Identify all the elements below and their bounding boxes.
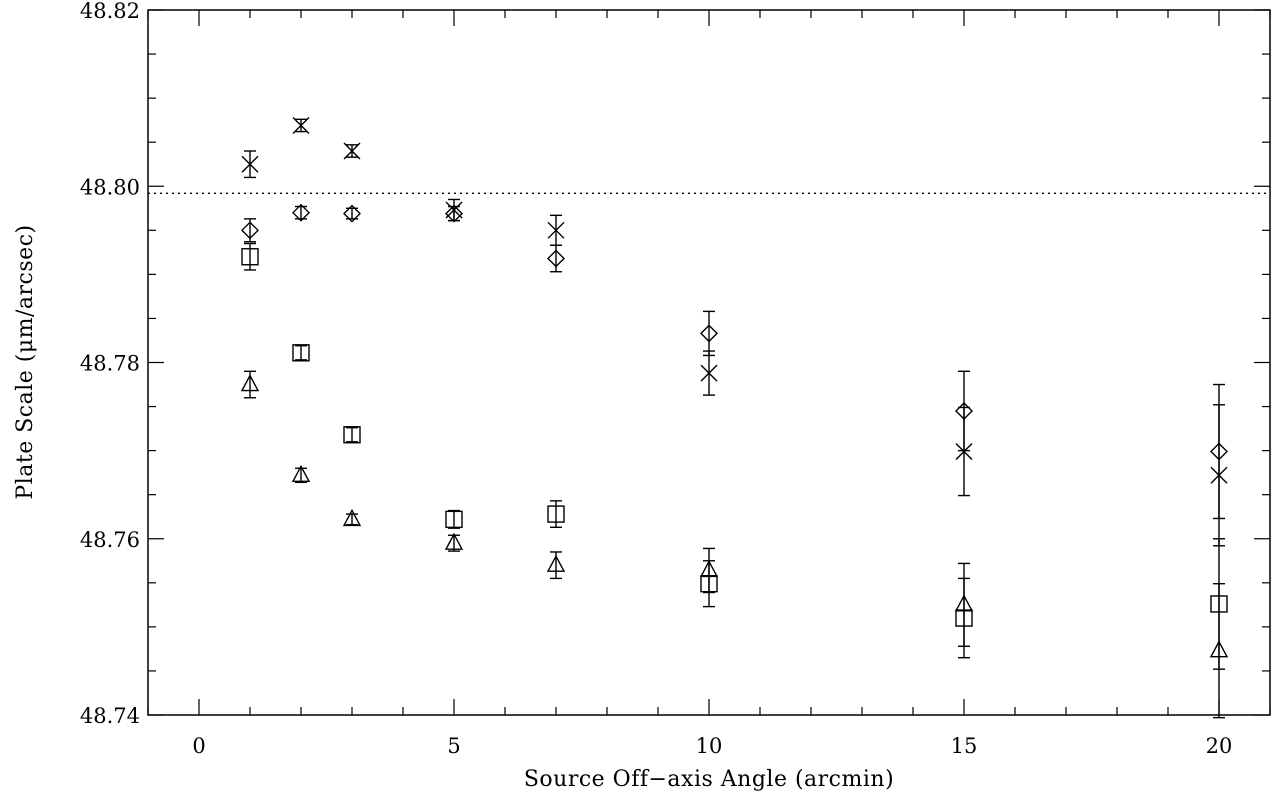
triangle-marker	[954, 594, 974, 612]
data-point-x	[547, 214, 565, 246]
data-point-triangle	[444, 532, 464, 552]
diamond-marker	[241, 221, 259, 240]
data-point-triangle	[954, 562, 974, 647]
x-marker	[241, 155, 259, 173]
diamond-marker	[700, 324, 718, 343]
data-point-triangle	[546, 551, 566, 580]
square-marker	[547, 505, 565, 523]
y-axis-label: Plate Scale (μm/arcsec)	[13, 224, 38, 499]
data-point-triangle	[699, 547, 719, 594]
x-marker	[547, 221, 565, 239]
data-point-square	[343, 426, 361, 444]
y-tick-label: 48.78	[80, 352, 140, 376]
data-point-triangle	[291, 464, 311, 484]
y-tick-label: 48.74	[80, 704, 140, 728]
x-marker	[700, 364, 718, 382]
data-point-square	[547, 500, 565, 528]
x-tick-label: 10	[696, 734, 723, 758]
x-tick-label: 5	[447, 734, 460, 758]
triangle-marker	[291, 464, 311, 482]
data-point-square	[241, 242, 259, 271]
square-marker	[445, 510, 463, 529]
axis-ticks	[147, 9, 1271, 716]
x-tick-label: 20	[1206, 734, 1233, 758]
x-tick-label: 15	[951, 734, 978, 758]
triangle-marker	[240, 374, 260, 392]
diamond-marker	[547, 249, 565, 268]
diamond-marker	[1210, 442, 1228, 461]
square-marker	[292, 344, 310, 362]
triangle-marker	[546, 554, 566, 572]
data-point-diamond	[241, 218, 259, 243]
data-point-diamond	[1210, 383, 1228, 520]
x-marker	[955, 443, 973, 461]
data-point-diamond	[547, 244, 565, 273]
data-point-square	[445, 509, 463, 529]
diamond-marker	[343, 204, 361, 223]
data-point-x	[700, 350, 718, 396]
triangle-marker	[699, 559, 719, 578]
x-tick-labels: 0 5 10 15 20	[192, 734, 1232, 758]
y-tick-label: 48.76	[80, 528, 140, 552]
x-tick-label: 0	[192, 734, 205, 758]
square-marker	[343, 426, 361, 444]
data-point-triangle	[240, 370, 260, 399]
data-point-x	[241, 150, 259, 179]
x-marker	[292, 116, 310, 134]
data-point-x	[292, 116, 310, 134]
diamond-marker	[955, 401, 973, 420]
data-point-diamond	[445, 204, 463, 223]
data-point-diamond	[292, 203, 310, 222]
data-point-diamond	[343, 204, 361, 223]
square-marker	[241, 248, 259, 266]
diamond-marker	[292, 203, 310, 222]
diamond-marker	[445, 204, 463, 223]
data-point-diamond	[700, 310, 718, 357]
data-point-triangle	[342, 508, 362, 527]
data-point-triangle	[1209, 582, 1229, 719]
triangle-marker	[444, 532, 464, 550]
data-point-square	[292, 344, 310, 362]
triangle-marker	[1209, 640, 1229, 658]
data-point-x	[343, 142, 361, 160]
y-tick-label: 48.82	[80, 0, 140, 23]
data-points	[240, 116, 1229, 719]
y-tick-label: 48.80	[80, 175, 140, 199]
y-tick-labels: 48.74 48.76 48.78 48.80 48.82	[80, 0, 140, 728]
x-axis-label: Source Off−axis Angle (arcmin)	[524, 767, 894, 792]
x-marker	[343, 142, 361, 160]
data-point-diamond	[955, 370, 973, 452]
triangle-marker	[342, 508, 362, 527]
